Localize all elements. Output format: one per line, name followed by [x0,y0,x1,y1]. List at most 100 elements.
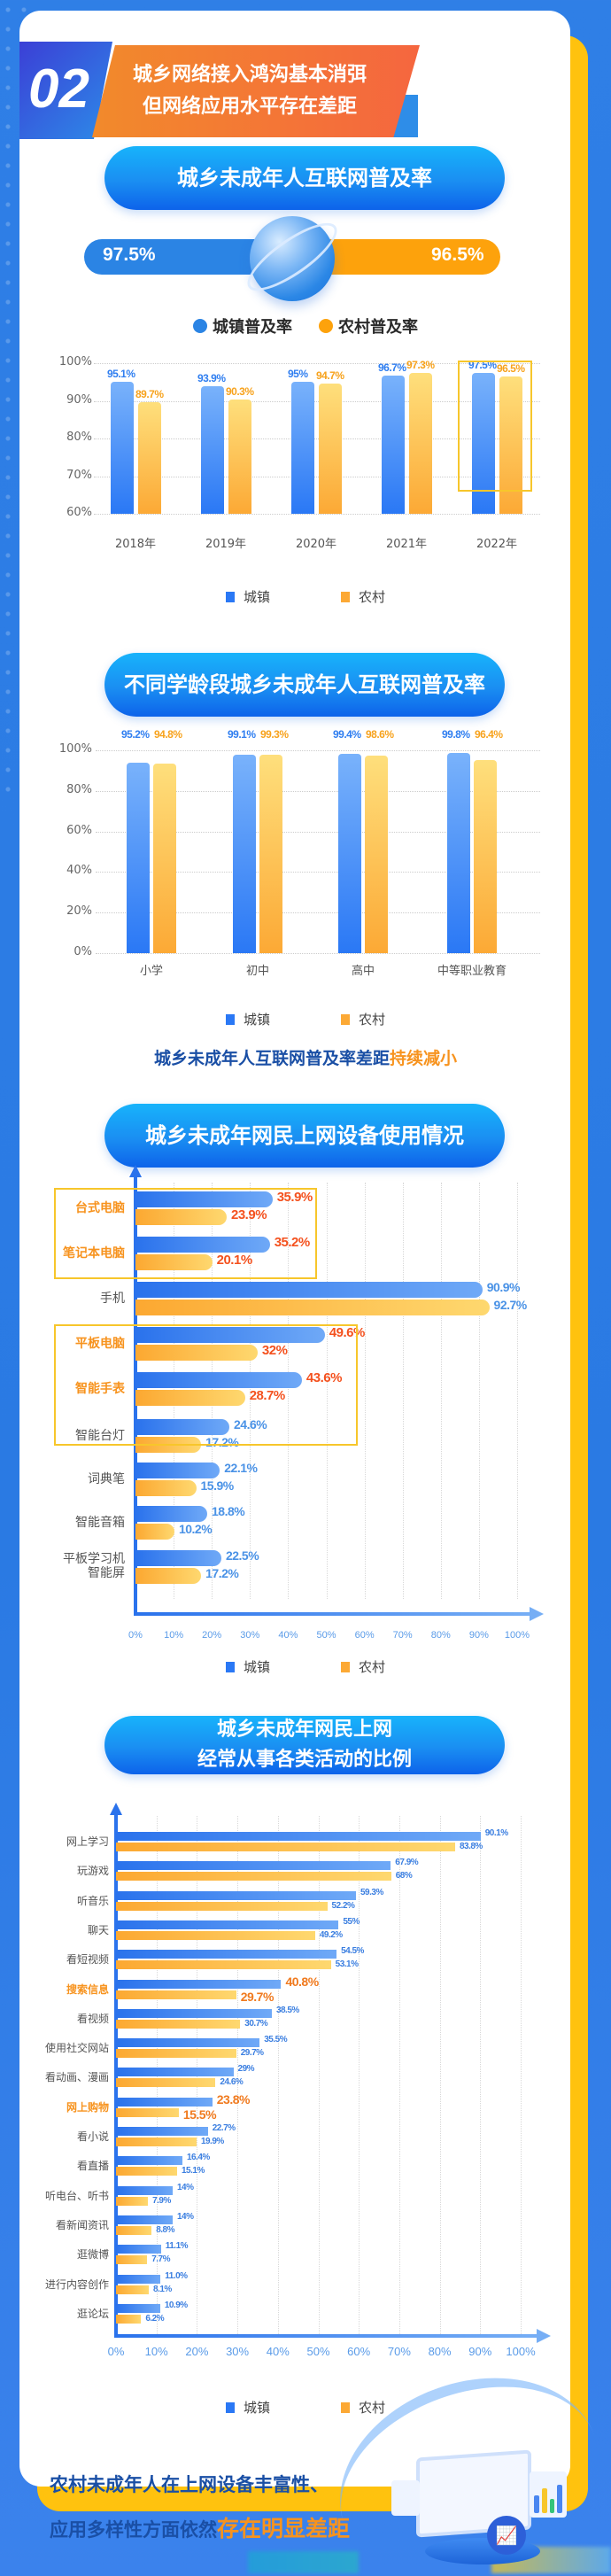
gridline [96,831,540,833]
x-tick-label: 90% [468,1630,489,1641]
x-axis [134,1612,531,1616]
x-category-label: 中等职业教育 [437,965,507,978]
gridline [96,750,540,751]
section-number: 02 [28,58,89,120]
category-label-line: 平板电脑 [75,1337,125,1351]
y-tick-label: 40% [66,864,92,878]
legend-item-rural: 农村 [341,1010,385,1028]
bar-value-label: 32% [261,1343,288,1358]
banner-title-line2: 但网络应用水平存在差距 [142,96,357,118]
x-tick-label: 70% [387,2345,411,2358]
category-label: 看动画、漫画 [44,2071,109,2084]
bar-value-label: 7.9% [152,2195,171,2206]
conclusion-highlight: 存在明显差距 [217,2516,351,2541]
banner-title: 城乡网络接入鸿沟基本消弭 但网络应用水平存在差距 [108,59,391,123]
x-tick-label: 20% [202,1630,222,1641]
legend-chart4: 城镇 农村 [0,2398,611,2417]
gridline [277,1816,279,2334]
bar-value-label: 23.9% [231,1207,267,1222]
bar-value-label: 99.4% [333,728,361,741]
bar-value-label: 92.7% [493,1298,528,1312]
gridline [318,1816,320,2334]
bar-value-label: 83.8% [459,1842,483,1851]
category-label: 听音乐 [76,1894,109,1907]
bar-value-label: 29.7% [240,1989,275,2004]
legend-item-urban: 城镇 [225,587,270,606]
bar-rural [116,2138,197,2146]
bar-urban [116,1950,337,1959]
bar-rural [259,754,282,953]
bar-value-label: 93.9% [197,371,226,384]
category-label-line: 台式电脑 [75,1201,125,1215]
bar-urban [116,2097,213,2107]
legend-square-rural-icon [341,1661,350,1672]
banner-title-line1: 城乡网络接入鸿沟基本消弭 [132,64,367,86]
bar-value-label: 95% [288,368,308,381]
conclusion-line1: 农村未成年人在上网设备丰富性、 [50,2474,329,2495]
bar-urban [201,385,224,514]
chart-trend-icon: 📈 [487,2516,526,2555]
bar-value-label: 99.8% [442,728,470,741]
bar-rural [116,1843,455,1851]
bar-value-label: 90.9% [486,1280,521,1294]
bar-urban [135,1506,208,1522]
y-tick-label: 0% [73,945,92,958]
bar-rural [135,1300,490,1315]
bar-value-label: 35.9% [276,1190,313,1205]
bar-value-label: 18.8% [212,1504,245,1518]
bar-rural [116,2225,152,2235]
bar-value-label: 8.1% [153,2284,172,2294]
bar-rural [319,383,342,514]
category-label: 平板学习机 智能屏 [63,1552,125,1580]
x-tick-label: 100% [504,1630,530,1641]
legend-item-urban: 城镇 [225,1010,270,1028]
x-tick-label: 60% [347,2345,371,2358]
legend-square-urban-icon [225,2401,235,2413]
bar-rural [116,2285,150,2294]
bar-value-label: 67.9% [395,1858,419,1868]
gridline [398,1816,400,2334]
bar-urban [116,2185,173,2195]
highlight-box-tablet-watch [54,1324,358,1446]
bar-rural [116,2314,142,2324]
x-category-label: 2018年 [114,538,157,551]
bar-rural [116,2255,148,2265]
category-label: 智能音箱 [75,1516,125,1530]
bar-value-label: 19.9% [200,2137,224,2146]
bar-value-label: 8.8% [156,2224,174,2235]
category-label-line: 智能音箱 [75,1516,125,1530]
chart-yearly-penetration: 100% 90% 80% 70% 60% 95.1% 89.7% 2018年 93.9% 90.3… [59,354,540,551]
legend-chart1: 城镇 农村 [0,587,611,606]
x-tick-label: 80% [430,1630,451,1641]
legend-label: 农村普及率 [338,318,418,337]
bar-rural [135,1209,227,1225]
dashboard-illustration: 📈 [372,2449,576,2576]
bar-value-label: 24.6% [220,2077,244,2088]
category-label-line: 词典笔 [88,1472,125,1486]
bar-urban [233,755,256,953]
bar-urban [135,1282,483,1298]
bar-value-label: 35.2% [274,1235,311,1250]
bar-urban [116,1920,339,1929]
bar-urban [135,1372,302,1388]
axis-arrow-up-icon [110,1803,122,1815]
globe-icon [250,216,335,301]
y-tick-label: 100% [58,742,92,756]
legend-chart2: 城镇 农村 [0,1010,611,1028]
bar-rural [116,2107,179,2117]
conclusion-line2: 应用多样性方面依然 [50,2519,217,2541]
bar-rural [116,2167,177,2176]
bar-urban [116,2156,182,2166]
bar-value-label: 10.9% [164,2300,188,2310]
summary-highlight: 持续减小 [390,1049,458,1068]
legend-dot-urban-icon [193,319,207,333]
category-label-line: 智能手表 [75,1382,125,1396]
legend-item-rural: 农村普及率 [319,314,418,338]
bar-urban [116,1861,391,1871]
bar-urban [116,2008,272,2018]
x-tick-label: 50% [306,2345,330,2358]
category-label: 搜索信息 [66,1982,109,1996]
legend-item-rural: 农村 [341,587,385,606]
bar-value-label: 94.8% [154,728,182,741]
bar-rural [116,2196,149,2206]
